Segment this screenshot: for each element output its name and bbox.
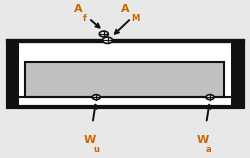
Circle shape	[99, 31, 108, 37]
Circle shape	[102, 37, 113, 43]
Bar	[8, 41, 19, 107]
Text: f: f	[83, 14, 87, 23]
Circle shape	[92, 95, 100, 100]
Text: M: M	[131, 14, 139, 23]
Bar	[231, 41, 242, 107]
Circle shape	[206, 95, 214, 100]
Text: u: u	[93, 145, 99, 154]
Bar	[8, 41, 242, 107]
Text: W: W	[196, 135, 208, 145]
Text: a: a	[206, 145, 212, 154]
Text: W: W	[84, 135, 96, 145]
Text: A: A	[74, 4, 82, 14]
Bar	[25, 62, 224, 97]
Text: A: A	[121, 4, 130, 14]
